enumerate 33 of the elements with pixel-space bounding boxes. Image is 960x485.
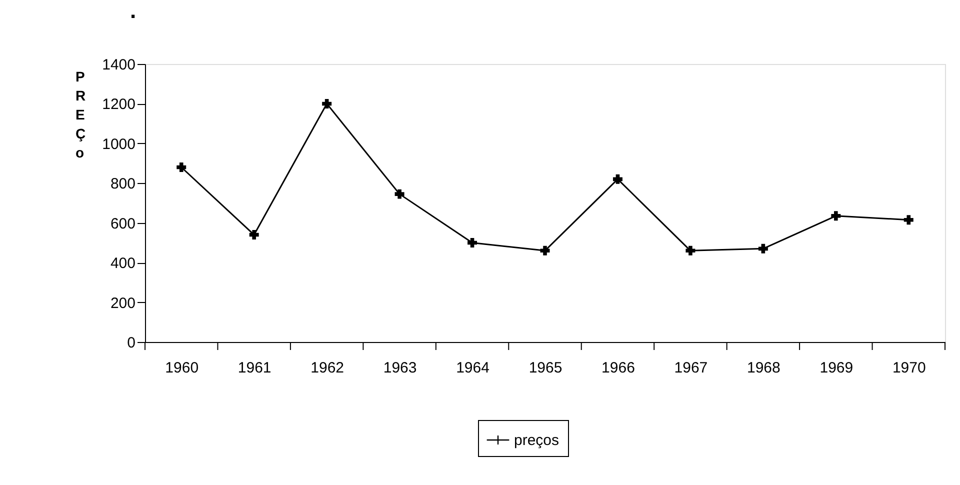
x-tick-label: 1961 xyxy=(238,360,272,376)
point xyxy=(831,211,841,221)
point xyxy=(758,244,768,254)
x-tick-label: 1966 xyxy=(602,360,635,376)
y-tick-label: 400 xyxy=(110,255,136,272)
x-tick-label: 1967 xyxy=(674,360,708,376)
point xyxy=(540,246,550,256)
point xyxy=(394,189,404,199)
y-tick-label: 1400 xyxy=(102,56,136,74)
y-axis-title: PREÇo xyxy=(76,68,86,160)
y-tick-label: 200 xyxy=(110,294,136,312)
x-tick-label: 1962 xyxy=(310,360,344,376)
chart-title: . xyxy=(130,0,136,23)
point xyxy=(322,98,332,108)
x-tick-label: 1969 xyxy=(820,360,854,376)
point xyxy=(904,215,914,225)
point xyxy=(612,174,622,184)
point xyxy=(176,162,186,172)
x-tick-label: 1963 xyxy=(383,360,417,376)
y-tick-label: 600 xyxy=(110,215,136,232)
y-tick-label: 0 xyxy=(127,334,136,352)
x-tick-label: 1960 xyxy=(165,360,199,376)
y-tick-label: 1000 xyxy=(102,136,136,153)
legend-label: preços xyxy=(514,432,560,449)
y-tick-label: 800 xyxy=(110,176,136,193)
x-tick-label: 1968 xyxy=(746,360,780,376)
point xyxy=(686,246,696,256)
x-tick-label: 1964 xyxy=(456,360,490,376)
y-tick-label: 1200 xyxy=(102,96,136,114)
point xyxy=(468,238,478,248)
x-tick-label: 1965 xyxy=(528,360,562,376)
x-tick-label: 1970 xyxy=(892,360,926,376)
point xyxy=(249,230,259,240)
